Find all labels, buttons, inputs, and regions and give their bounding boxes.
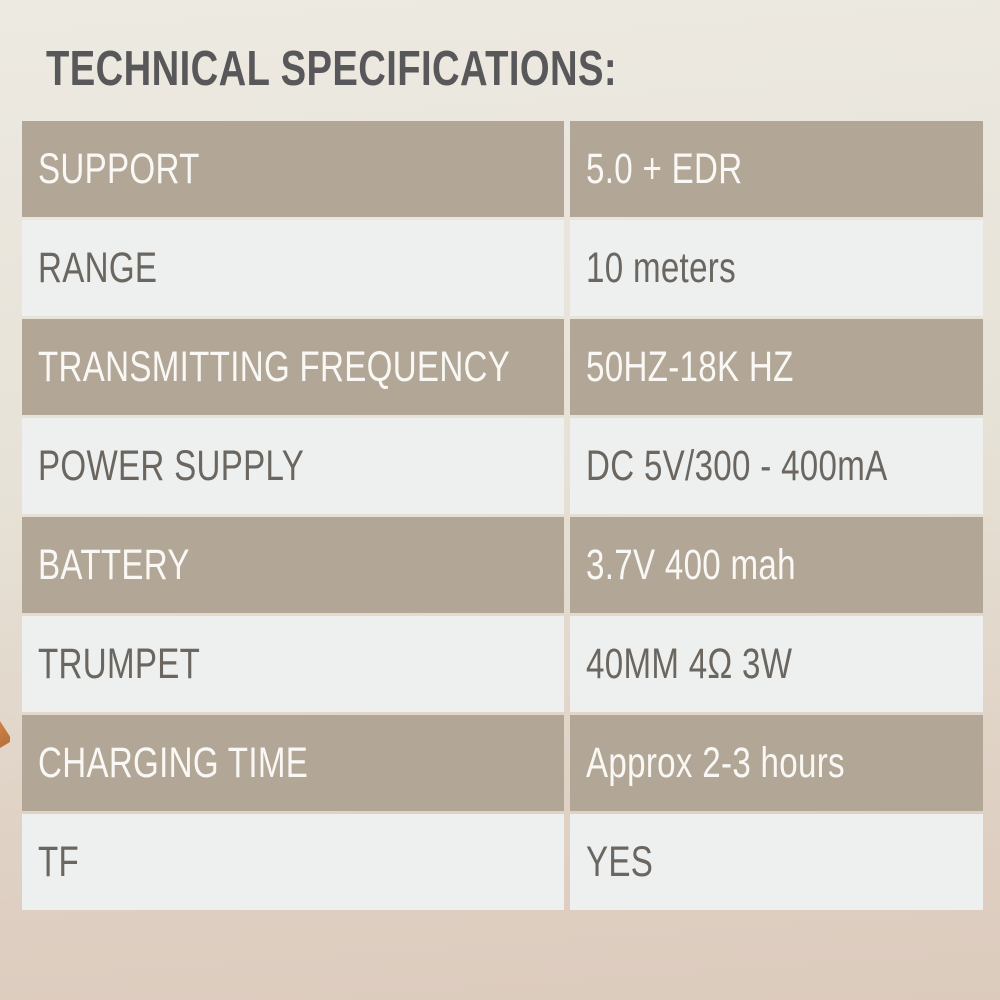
spec-label: CHARGING TIME — [38, 738, 309, 787]
photo-corner-artifact — [0, 721, 10, 748]
spec-label-cell: SUPPORT — [22, 121, 564, 217]
spec-label: SUPPORT — [38, 144, 200, 193]
spec-value-cell: 5.0 + EDR — [570, 121, 983, 217]
spec-label-cell: TRANSMITTING FREQUENCY — [22, 319, 564, 415]
spec-value-cell: 50HZ-18K HZ — [570, 319, 983, 415]
spec-value: DC 5V/300 - 400mA — [586, 441, 888, 490]
spec-table: SUPPORT 5.0 + EDR RANGE 10 meters TRANSM… — [22, 121, 983, 910]
spec-label-cell: RANGE — [22, 220, 564, 316]
spec-value-cell: YES — [570, 814, 983, 910]
spec-value: 50HZ-18K HZ — [586, 342, 794, 391]
spec-label-cell: CHARGING TIME — [22, 715, 564, 811]
spec-label: RANGE — [38, 243, 158, 292]
spec-label-cell: POWER SUPPLY — [22, 418, 564, 514]
spec-label: TF — [38, 837, 80, 886]
spec-label-cell: BATTERY — [22, 517, 564, 613]
spec-label-cell: TF — [22, 814, 564, 910]
spec-value: 3.7V 400 mah — [586, 540, 796, 589]
spec-label: POWER SUPPLY — [38, 441, 305, 490]
spec-value-cell: 10 meters — [570, 220, 983, 316]
spec-value: Approx 2-3 hours — [586, 738, 845, 787]
page-title-text: TECHNICAL SPECIFICATIONS: — [46, 42, 618, 96]
spec-label: BATTERY — [38, 540, 190, 589]
spec-value: 10 meters — [586, 243, 736, 292]
spec-value-cell: DC 5V/300 - 400mA — [570, 418, 983, 514]
spec-value-cell: 3.7V 400 mah — [570, 517, 983, 613]
spec-value: YES — [586, 837, 654, 886]
spec-value: 40MM 4Ω 3W — [586, 639, 793, 688]
spec-value-cell: Approx 2-3 hours — [570, 715, 983, 811]
spec-label: TRANSMITTING FREQUENCY — [38, 342, 511, 391]
spec-label-cell: TRUMPET — [22, 616, 564, 712]
spec-value-cell: 40MM 4Ω 3W — [570, 616, 983, 712]
spec-value: 5.0 + EDR — [586, 144, 743, 193]
page-title: TECHNICAL SPECIFICATIONS: — [46, 45, 778, 94]
spec-label: TRUMPET — [38, 639, 201, 688]
